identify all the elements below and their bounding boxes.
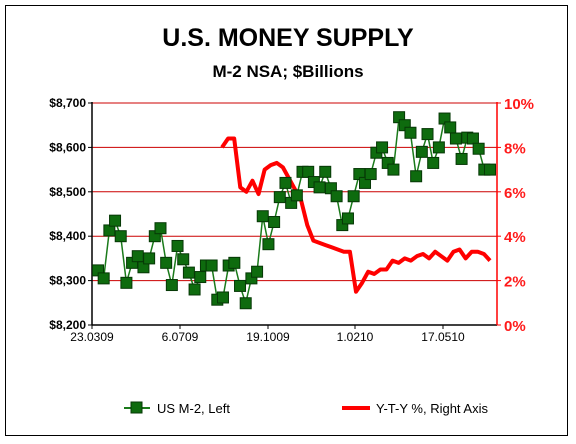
data-point-m2: [484, 163, 496, 176]
legend-marker-m2: [130, 401, 143, 414]
left-tick-label: $8,200: [49, 318, 86, 332]
chart-title: U.S. MONEY SUPPLY: [162, 24, 414, 52]
series-line-yoy: [220, 136, 492, 294]
data-point-m2: [376, 141, 389, 154]
legend-label-m2: US M-2, Left: [157, 401, 230, 416]
data-point-m2: [177, 253, 190, 266]
right-tick-label: 10%: [504, 96, 534, 113]
left-tick-label: $8,600: [49, 140, 86, 154]
data-point-m2: [154, 222, 167, 235]
data-point-m2: [188, 283, 201, 296]
left-tick-label: $8,300: [49, 274, 86, 288]
right-tick-label: 6%: [504, 185, 526, 202]
chart-frame: [5, 5, 568, 436]
data-point-m2: [131, 250, 144, 263]
data-point-m2: [319, 165, 332, 178]
data-point-m2: [251, 265, 264, 278]
data-point-m2: [432, 141, 445, 154]
data-point-m2: [347, 190, 360, 203]
data-point-m2: [171, 239, 184, 252]
data-point-m2: [239, 297, 252, 310]
data-point-m2: [466, 132, 479, 145]
x-tick-label: 17.0510: [421, 330, 465, 344]
data-point-m2: [449, 132, 462, 145]
right-tick-label: 2%: [504, 274, 526, 291]
x-tick-label: 6.0709: [162, 330, 199, 344]
data-point-m2: [262, 238, 275, 251]
data-point-m2: [455, 152, 468, 165]
chart-subtitle: M-2 NSA; $Billions: [212, 62, 364, 81]
data-point-m2: [160, 256, 173, 269]
data-point-m2: [228, 256, 241, 269]
data-point-m2: [109, 214, 122, 227]
data-point-m2: [216, 291, 229, 304]
data-point-m2: [313, 181, 326, 194]
right-tick-label: 0%: [504, 318, 526, 335]
data-point-m2: [182, 266, 195, 279]
data-point-m2: [205, 259, 218, 272]
data-point-m2: [341, 212, 354, 225]
legend-item-m2: US M-2, Left: [124, 401, 230, 416]
data-point-m2: [364, 168, 377, 181]
data-point-m2: [273, 191, 286, 204]
data-point-m2: [120, 276, 133, 289]
left-tick-label: $8,700: [49, 96, 86, 110]
left-tick-label: $8,500: [49, 185, 86, 199]
data-point-m2: [268, 215, 281, 228]
legend-label-yoy: Y-T-Y %, Right Axis: [376, 401, 488, 416]
right-tick-label: 4%: [504, 229, 526, 246]
data-point-m2: [234, 279, 247, 292]
legend-item-yoy: Y-T-Y %, Right Axis: [342, 401, 488, 416]
data-point-m2: [114, 230, 127, 243]
x-tick-label: 19.1009: [246, 330, 290, 344]
data-point-m2: [387, 163, 400, 176]
x-tick-label: 1.0210: [337, 330, 374, 344]
data-point-m2: [279, 176, 292, 189]
data-point-m2: [302, 165, 315, 178]
data-point-m2: [472, 142, 485, 155]
data-point-m2: [143, 252, 156, 265]
series-line-m2: [97, 115, 490, 307]
data-point-m2: [404, 126, 417, 139]
data-point-m2: [410, 170, 423, 183]
data-point-m2: [330, 190, 343, 203]
data-point-m2: [256, 210, 269, 223]
x-tick-label: 23.0309: [70, 330, 114, 344]
data-point-m2: [415, 145, 428, 158]
data-point-m2: [290, 189, 303, 202]
data-point-m2: [165, 279, 178, 292]
data-point-m2: [421, 128, 434, 141]
data-point-m2: [444, 121, 457, 134]
data-point-m2: [194, 271, 207, 284]
left-tick-label: $8,400: [49, 229, 86, 243]
right-tick-label: 8%: [504, 140, 526, 157]
data-point-m2: [97, 272, 110, 285]
data-point-m2: [427, 156, 440, 169]
